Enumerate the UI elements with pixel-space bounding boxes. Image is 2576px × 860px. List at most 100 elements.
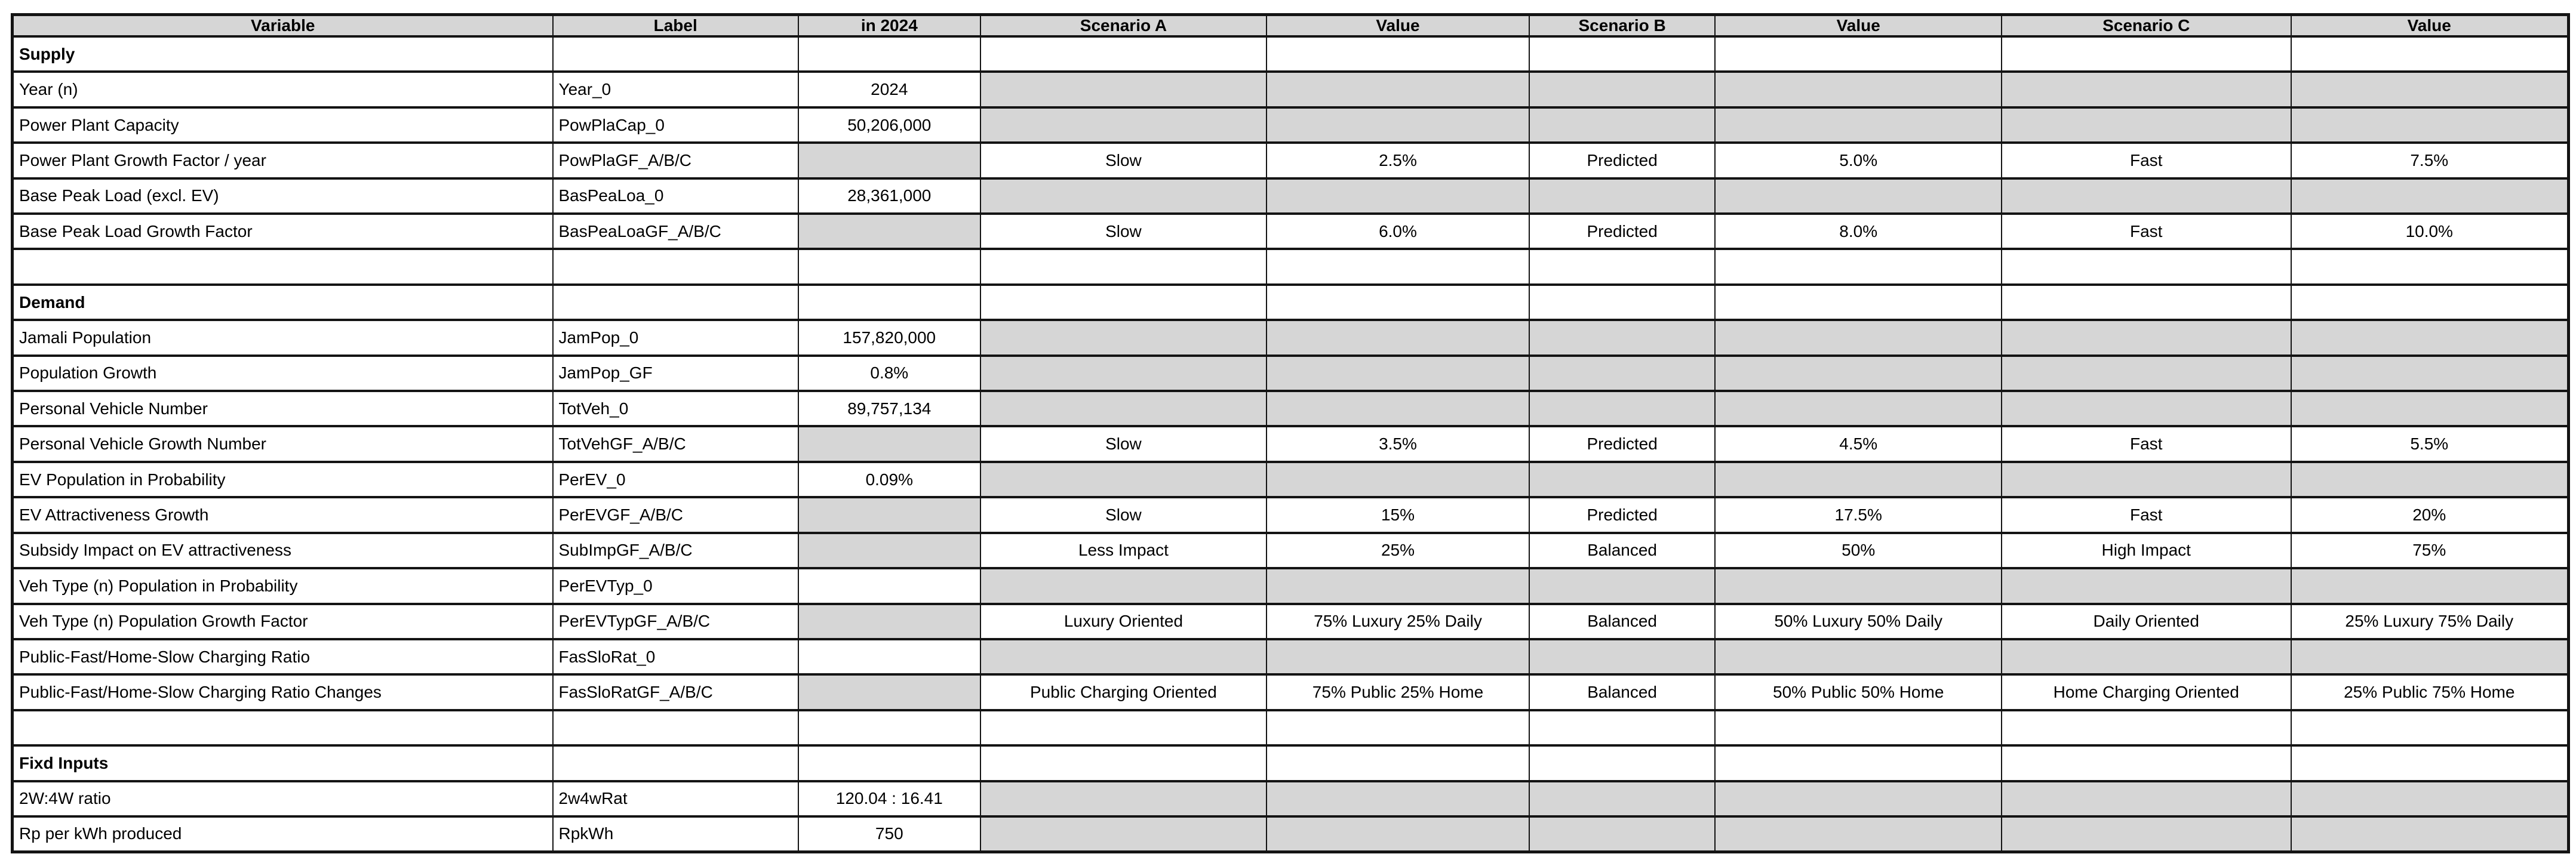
- cell-in-2024: [797, 708, 981, 747]
- cell-value-a: [1266, 567, 1530, 605]
- table-row: [11, 248, 2569, 286]
- table-row: Jamali Population JamPop_0 157,820,000: [11, 319, 2569, 357]
- cell-variable: Veh Type (n) Population Growth Factor: [11, 602, 554, 640]
- cell-label: TotVehGF_A/B/C: [552, 425, 799, 463]
- cell-in-2024: 157,820,000: [797, 319, 981, 357]
- cell-scenario-c: [2000, 637, 2292, 676]
- cell-label: Year_0: [552, 70, 799, 109]
- cell-value-a: [1266, 779, 1530, 818]
- table-row: Demand: [11, 283, 2569, 322]
- cell-variable: Base Peak Load Growth Factor: [11, 212, 554, 251]
- cell-value-b: 50% Luxury 50% Daily: [1714, 602, 2002, 640]
- cell-variable: [11, 708, 554, 747]
- cell-value-a: [1266, 637, 1530, 676]
- cell-scenario-c: [2000, 815, 2292, 853]
- cell-value-a: [1266, 354, 1530, 393]
- cell-label: JamPop_0: [552, 319, 799, 357]
- cell-value-a: [1266, 248, 1530, 286]
- cell-value-b: [1714, 708, 2002, 747]
- cell-label: JamPop_GF: [552, 354, 799, 393]
- cell-value-b: [1714, 567, 2002, 605]
- cell-value-a: [1266, 283, 1530, 322]
- cell-variable: Public-Fast/Home-Slow Charging Ratio: [11, 637, 554, 676]
- cell-scenario-c: [2000, 106, 2292, 144]
- cell-value-c: 5.5%: [2290, 425, 2569, 463]
- table-row: Year (n) Year_0 2024: [11, 70, 2569, 109]
- cell-scenario-c: [2000, 460, 2292, 499]
- cell-scenario-b: [1528, 35, 1716, 73]
- table-row: Personal Vehicle Number TotVeh_0 89,757,13…: [11, 390, 2569, 428]
- cell-label: PerEVTypGF_A/B/C: [552, 602, 799, 640]
- cell-in-2024: [797, 248, 981, 286]
- cell-in-2024: [797, 35, 981, 73]
- cell-value-a: [1266, 744, 1530, 782]
- table-row: Fixd Inputs: [11, 744, 2569, 782]
- cell-value-b: [1714, 70, 2002, 109]
- cell-value-a: [1266, 708, 1530, 747]
- cell-scenario-c: Fast: [2000, 496, 2292, 534]
- table-row: Public-Fast/Home-Slow Charging Ratio FasS…: [11, 637, 2569, 676]
- cell-value-c: 7.5%: [2290, 141, 2569, 180]
- cell-variable: EV Attractiveness Growth: [11, 496, 554, 534]
- cell-value-b: [1714, 637, 2002, 676]
- cell-scenario-c: Fast: [2000, 212, 2292, 251]
- column-header-scenario-a: Scenario A: [979, 13, 1268, 38]
- cell-scenario-c: Daily Oriented: [2000, 602, 2292, 640]
- cell-value-c: [2290, 637, 2569, 676]
- table-row: Personal Vehicle Growth Number TotVehGF_A…: [11, 425, 2569, 463]
- cell-scenario-a: Less Impact: [979, 531, 1268, 570]
- cell-value-b: [1714, 354, 2002, 393]
- cell-in-2024: 50,206,000: [797, 106, 981, 144]
- cell-scenario-c: [2000, 35, 2292, 73]
- table-row: Public-Fast/Home-Slow Charging Ratio Cha…: [11, 673, 2569, 711]
- cell-variable: Power Plant Growth Factor / year: [11, 141, 554, 180]
- cell-value-b: 17.5%: [1714, 496, 2002, 534]
- cell-value-c: [2290, 744, 2569, 782]
- cell-scenario-b: [1528, 637, 1716, 676]
- cell-scenario-b: [1528, 744, 1716, 782]
- cell-value-b: [1714, 177, 2002, 215]
- cell-in-2024: [797, 496, 981, 534]
- cell-value-b: 5.0%: [1714, 141, 2002, 180]
- cell-label: [552, 248, 799, 286]
- cell-scenario-a: Slow: [979, 141, 1268, 180]
- cell-scenario-a: [979, 779, 1268, 818]
- cell-label: TotVeh_0: [552, 390, 799, 428]
- cell-value-b: [1714, 779, 2002, 818]
- cell-scenario-a: [979, 70, 1268, 109]
- cell-label: PowPlaCap_0: [552, 106, 799, 144]
- cell-value-c: 20%: [2290, 496, 2569, 534]
- cell-scenario-a: Luxury Oriented: [979, 602, 1268, 640]
- cell-scenario-b: [1528, 567, 1716, 605]
- column-header-scenario-c: Scenario C: [2000, 13, 2292, 38]
- table-row: EV Attractiveness Growth PerEVGF_A/B/C Slo…: [11, 496, 2569, 534]
- column-header-variable: Variable: [11, 13, 554, 38]
- cell-variable: Year (n): [11, 70, 554, 109]
- cell-scenario-b: Predicted: [1528, 496, 1716, 534]
- cell-variable: Personal Vehicle Growth Number: [11, 425, 554, 463]
- table-row: Subsidy Impact on EV attractiveness SubIm…: [11, 531, 2569, 570]
- cell-value-c: 75%: [2290, 531, 2569, 570]
- cell-in-2024: [797, 141, 981, 180]
- cell-value-a: 25%: [1266, 531, 1530, 570]
- cell-value-a: 75% Luxury 25% Daily: [1266, 602, 1530, 640]
- cell-variable: Subsidy Impact on EV attractiveness: [11, 531, 554, 570]
- cell-value-c: 25% Luxury 75% Daily: [2290, 602, 2569, 640]
- cell-value-b: [1714, 319, 2002, 357]
- cell-scenario-a: Slow: [979, 425, 1268, 463]
- cell-variable: Rp per kWh produced: [11, 815, 554, 853]
- cell-variable: EV Population in Probability: [11, 460, 554, 499]
- cell-scenario-a: [979, 35, 1268, 73]
- cell-scenario-c: [2000, 248, 2292, 286]
- cell-scenario-b: [1528, 354, 1716, 393]
- cell-value-b: [1714, 390, 2002, 428]
- cell-value-c: [2290, 177, 2569, 215]
- cell-scenario-c: Home Charging Oriented: [2000, 673, 2292, 711]
- cell-value-b: 50%: [1714, 531, 2002, 570]
- cell-value-c: [2290, 354, 2569, 393]
- cell-value-c: [2290, 567, 2569, 605]
- cell-scenario-b: [1528, 177, 1716, 215]
- cell-scenario-a: Slow: [979, 212, 1268, 251]
- cell-in-2024: [797, 212, 981, 251]
- table-row: Supply: [11, 35, 2569, 73]
